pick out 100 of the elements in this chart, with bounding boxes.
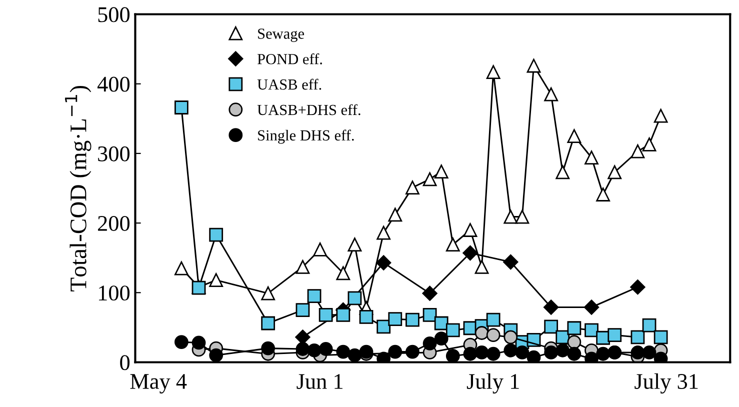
y-tick-label: 300 (98, 146, 130, 162)
point (376, 255, 392, 270)
x-tick-label: July 31 (634, 373, 698, 394)
point (584, 150, 598, 165)
point (556, 343, 570, 358)
point (567, 346, 582, 361)
legend-label: Single DHS eff. (258, 130, 354, 144)
point (174, 261, 188, 276)
point (474, 326, 489, 340)
point (376, 226, 391, 240)
point (174, 100, 188, 114)
point (608, 328, 622, 342)
point (209, 348, 224, 362)
y-axis-title: Total-COD (mg·L$^{−1}$) (65, 86, 92, 292)
point (567, 129, 582, 143)
point (406, 312, 420, 327)
point (307, 343, 322, 358)
legend-label: Sewage (258, 28, 304, 42)
point (526, 350, 541, 362)
point (584, 300, 600, 315)
point (422, 336, 437, 350)
point (313, 242, 328, 256)
point (567, 321, 582, 336)
point (608, 165, 622, 180)
point (348, 291, 362, 306)
point (486, 328, 500, 342)
point (654, 108, 668, 123)
point (463, 223, 478, 237)
point (654, 330, 668, 344)
point (192, 336, 206, 350)
point (406, 180, 420, 194)
point (348, 348, 362, 362)
point (336, 266, 350, 280)
point (630, 346, 645, 360)
point (318, 342, 333, 356)
point (422, 308, 437, 322)
point (388, 208, 402, 222)
point (261, 341, 276, 356)
point (463, 346, 478, 361)
point (504, 210, 518, 224)
legend-label: UASB+DHS eff. (257, 104, 360, 116)
point (642, 346, 656, 360)
point (486, 312, 500, 327)
point (642, 137, 656, 152)
point (584, 323, 598, 338)
point (504, 343, 518, 358)
y-tick-label: 500 (98, 7, 130, 22)
point (434, 164, 448, 178)
point (388, 312, 402, 326)
point (630, 330, 645, 344)
point (348, 238, 362, 252)
point (526, 58, 541, 73)
point (434, 332, 448, 346)
point (504, 330, 518, 344)
point (261, 316, 276, 330)
point (474, 260, 489, 274)
point (422, 286, 438, 301)
point (515, 346, 530, 360)
point (544, 300, 559, 315)
point (642, 318, 656, 332)
point (422, 172, 437, 186)
point (174, 335, 188, 349)
point (336, 308, 350, 322)
point (296, 303, 310, 317)
legend-label: POND eff. (257, 53, 322, 64)
point (388, 344, 402, 359)
point (515, 210, 530, 224)
point (446, 238, 460, 252)
legend-label: UASB eff. (257, 78, 322, 90)
point (567, 335, 582, 349)
point (630, 279, 646, 295)
y-tick-label: 400 (97, 76, 130, 92)
point (556, 165, 570, 180)
point (434, 316, 448, 330)
point (359, 310, 374, 324)
point (596, 188, 610, 202)
y-tick-label: 0 (120, 355, 130, 370)
y-tick-label: 200 (98, 216, 130, 231)
y-tick-label: 100 (98, 286, 130, 301)
point (462, 245, 478, 261)
point (630, 144, 645, 158)
x-tick-label: July 1 (466, 373, 519, 394)
point (474, 346, 489, 360)
point (446, 323, 460, 338)
point (486, 65, 500, 79)
point (596, 346, 610, 361)
point (307, 289, 322, 304)
point (544, 346, 558, 360)
x-tick-label: Jun 1 (296, 374, 342, 389)
point (296, 342, 310, 356)
point (336, 344, 350, 359)
point (376, 320, 391, 334)
point (406, 344, 420, 359)
point (544, 87, 558, 102)
point (209, 273, 224, 288)
point (486, 346, 500, 361)
point (318, 308, 333, 322)
x-tick-label: May 4 (130, 374, 187, 394)
point (544, 320, 558, 334)
point (209, 228, 224, 242)
